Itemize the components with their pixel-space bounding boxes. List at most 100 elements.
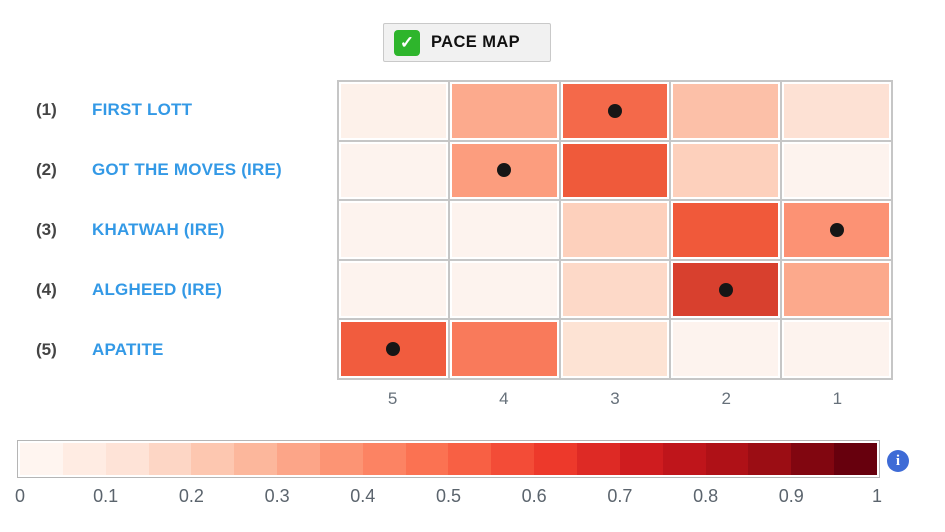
colorbar-tick-label: 0.4 [350,486,376,506]
heatmap-cell [782,141,891,200]
heatmap-cell-fill [673,84,779,138]
horse-row-label: (4) ALGHEED (IRE) [36,260,336,320]
colorbar-segment [62,443,106,475]
heatmap-cell [560,320,670,378]
colorbar-segment [405,443,449,475]
heatmap-cell [782,201,891,259]
colorbar-segment [319,443,363,475]
colorbar-tick-label: 0.8 [693,486,719,506]
heatmap-cell [449,320,559,378]
pace-map-title: PACE MAP [431,33,521,51]
colorbar-segment [148,443,192,475]
x-axis-label: 5 [387,389,398,408]
colorbar-segment [791,443,835,475]
horse-rank: (3) [36,220,57,239]
heatmap-cell-fill [562,143,668,198]
horse-rank: (5) [36,340,57,359]
colorbar-tick-label: 0.3 [264,486,290,506]
heatmap-cell-fill [784,203,889,257]
horse-row-label: (3) KHATWAH (IRE) [36,200,336,260]
colorbar-segment [705,443,749,475]
heatmap-cell [671,260,781,319]
horse-row-label: (5) APATITE [36,320,336,380]
heatmap-cell [560,201,670,259]
colorbar [17,440,880,478]
horse-name-link[interactable]: APATITE [92,340,164,359]
heatmap-cell [449,141,559,200]
x-axis-label: 3 [610,389,620,408]
horse-rank: (4) [36,280,57,299]
heatmap-cell-fill [451,262,557,317]
colorbar-segment [20,443,63,475]
colorbar-segment [834,443,877,475]
heatmap-cell-fill [562,84,668,138]
x-axis-label: 1 [832,389,843,408]
pace-dot [386,342,401,357]
horse-rank: (1) [36,100,57,119]
heatmap-cell [339,260,448,319]
horse-rank: (2) [36,160,57,179]
heatmap-cell [671,82,781,140]
heatmap-cell [449,82,559,140]
colorbar-segment [277,443,320,475]
colorbar-tick-label: 0.9 [778,486,804,506]
heatmap-cell [449,260,559,319]
heatmap-cell [339,141,448,200]
colorbar-segment [619,443,663,475]
colorbar-gradient [20,443,877,475]
heatmap-cell-fill [341,84,446,138]
x-axis-labels: 5 4 3 2 1 [337,389,893,409]
heatmap-cell-fill [673,262,779,317]
heatmap-cell [782,82,891,140]
heatmap-cell-fill [451,203,557,257]
heatmap-cell-fill [673,143,779,198]
heatmap-cell [560,141,670,200]
heatmap-cell-fill [784,143,889,198]
heatmap-cell [339,320,448,378]
colorbar-segment [234,443,278,475]
horse-row-label: (2) GOT THE MOVES (IRE) [36,140,336,200]
colorbar-segment [191,443,235,475]
heatmap-cell [339,82,448,140]
heatmap-cell [671,201,781,259]
horse-name-link[interactable]: FIRST LOTT [92,100,193,119]
colorbar-segment [534,443,577,475]
heatmap-cell [782,260,891,319]
colorbar-tick-label: 0.2 [178,486,204,506]
heatmap-cell [671,141,781,200]
heatmap-cell [560,82,670,140]
pace-dot [829,222,844,237]
heatmap-cell-fill [673,322,779,376]
pace-dot [718,282,733,297]
info-icon[interactable]: i [887,450,909,472]
heatmap-cell-fill [341,203,446,257]
colorbar-tick-label: 0.5 [435,486,462,506]
heatmap-cell [339,201,448,259]
horse-name-link[interactable]: KHATWAH (IRE) [92,220,225,239]
heatmap-cell-fill [784,322,889,376]
heatmap-cell-fill [562,322,668,376]
colorbar-tick-label: 0 [14,486,26,506]
colorbar-tick-label: 0.6 [521,486,547,506]
x-axis-label: 2 [721,389,731,408]
heatmap-cell-fill [451,143,557,198]
colorbar-segment [362,443,406,475]
colorbar-tick-label: 0.1 [93,486,119,506]
colorbar-tick-label: 1 [871,486,883,506]
heatmap-cell-fill [451,84,557,138]
heatmap-cell-fill [562,203,668,257]
pace-map-toggle-button[interactable]: ✓ PACE MAP [383,23,551,62]
colorbar-segment [748,443,792,475]
pace-dot [607,103,622,118]
heatmap-cell [449,201,559,259]
colorbar-segment [491,443,535,475]
horse-name-link[interactable]: GOT THE MOVES (IRE) [92,160,282,179]
colorbar-ticks: 0 0.1 0.2 0.3 0.4 0.5 0.6 0.7 0.8 0.9 1 [15,486,882,508]
checkbox-checked-icon: ✓ [394,29,420,56]
horse-list: (1) FIRST LOTT (2) GOT THE MOVES (IRE) (3) KH… [36,80,336,380]
horse-name-link[interactable]: ALGHEED (IRE) [92,280,223,299]
heatmap-cell-fill [673,203,779,257]
heatmap-cell [782,320,891,378]
heatmap-cell-fill [562,262,668,317]
heatmap-cell [671,320,781,378]
